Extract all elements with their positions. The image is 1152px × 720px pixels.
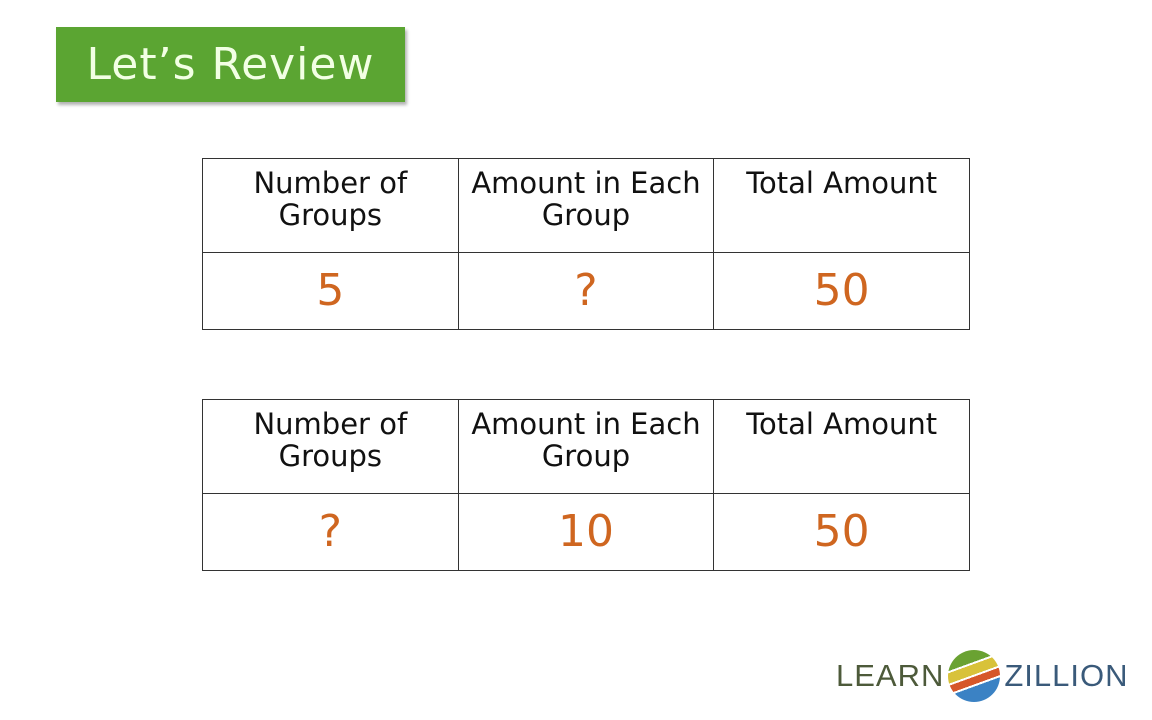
header-number-of-groups: Number of Groups (202, 399, 459, 494)
value-total-amount: 50 (713, 252, 970, 330)
logo-text-left: LEARN (836, 658, 945, 693)
value-number-of-groups: ? (202, 493, 459, 571)
table-header-row: Number of Groups Amount in Each Group To… (202, 399, 970, 494)
value-number-of-groups: 5 (202, 252, 459, 330)
table-header-row: Number of Groups Amount in Each Group To… (202, 158, 970, 253)
header-amount-in-each-group: Amount in Each Group (457, 158, 715, 253)
learnzillion-logo: LEARN ZILLION (836, 650, 1129, 702)
globe-icon (948, 650, 1001, 702)
value-amount-in-each-group: ? (457, 252, 715, 330)
review-table-1: Number of Groups Amount in Each Group To… (202, 158, 970, 330)
header-total-amount: Total Amount (713, 158, 970, 253)
header-amount-in-each-group: Amount in Each Group (457, 399, 715, 494)
lets-review-banner: Let’s Review (56, 27, 405, 102)
banner-title: Let’s Review (86, 39, 375, 90)
value-amount-in-each-group: 10 (457, 493, 715, 571)
table-row: 5 ? 50 (202, 252, 970, 330)
review-table-2: Number of Groups Amount in Each Group To… (202, 399, 970, 571)
header-total-amount: Total Amount (713, 399, 970, 494)
value-total-amount: 50 (713, 493, 970, 571)
header-number-of-groups: Number of Groups (202, 158, 459, 253)
logo-text-right: ZILLION (1004, 658, 1129, 693)
table-row: ? 10 50 (202, 493, 970, 571)
